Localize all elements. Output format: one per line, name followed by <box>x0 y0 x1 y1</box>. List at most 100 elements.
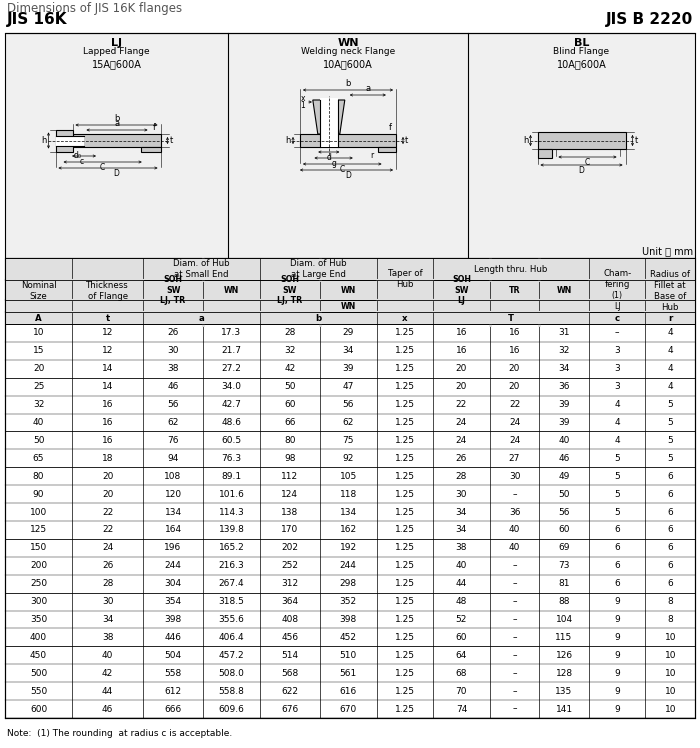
Text: 568: 568 <box>281 669 298 678</box>
Text: 355.6: 355.6 <box>218 615 244 624</box>
Text: 120: 120 <box>164 490 181 499</box>
Text: 9: 9 <box>615 633 620 642</box>
Text: 18: 18 <box>102 454 113 463</box>
Text: 5: 5 <box>667 454 673 463</box>
Text: 124: 124 <box>281 490 298 499</box>
Text: 50: 50 <box>284 382 295 391</box>
Text: d: d <box>326 153 331 162</box>
Text: 38: 38 <box>167 364 178 373</box>
Text: 508.0: 508.0 <box>218 669 244 678</box>
Text: 4: 4 <box>615 436 620 445</box>
Text: b: b <box>114 114 119 123</box>
Text: 76: 76 <box>167 436 178 445</box>
Text: 300: 300 <box>30 597 47 606</box>
Text: 16: 16 <box>102 418 113 427</box>
Text: 118: 118 <box>340 490 357 499</box>
Text: 42: 42 <box>102 669 113 678</box>
Text: 457.2: 457.2 <box>218 651 244 660</box>
Text: 40: 40 <box>102 651 113 660</box>
Text: 1.25: 1.25 <box>395 525 415 535</box>
Text: 1.25: 1.25 <box>395 597 415 606</box>
Text: 20: 20 <box>509 382 520 391</box>
Text: 24: 24 <box>102 543 113 552</box>
Text: 192: 192 <box>340 543 357 552</box>
Text: –: – <box>512 615 517 624</box>
Text: 1.25: 1.25 <box>395 328 415 337</box>
Text: 44: 44 <box>456 579 467 588</box>
Text: 670: 670 <box>340 705 357 714</box>
Text: 48: 48 <box>456 597 467 606</box>
Text: 1.25: 1.25 <box>395 669 415 678</box>
Text: 10: 10 <box>664 669 676 678</box>
Text: 56: 56 <box>342 400 354 409</box>
Text: 22: 22 <box>102 525 113 535</box>
Text: (1): (1) <box>612 290 623 299</box>
Text: T: T <box>508 313 514 322</box>
Text: 30: 30 <box>509 472 520 481</box>
Text: 514: 514 <box>281 651 298 660</box>
Text: 34: 34 <box>456 525 467 535</box>
Bar <box>55 129 73 152</box>
Text: 36: 36 <box>509 508 520 517</box>
Text: Nominal
Size: Nominal Size <box>21 281 57 301</box>
Text: 28: 28 <box>284 328 295 337</box>
Text: 30: 30 <box>102 597 113 606</box>
Text: 24: 24 <box>456 418 467 427</box>
Text: 1.25: 1.25 <box>395 472 415 481</box>
Text: 70: 70 <box>456 687 467 696</box>
Text: h: h <box>286 136 291 145</box>
Bar <box>55 135 83 146</box>
Text: 46: 46 <box>102 705 113 714</box>
Text: 60: 60 <box>456 633 467 642</box>
Text: 400: 400 <box>30 633 47 642</box>
Text: Radius of
Fillet at
Base of
Hub: Radius of Fillet at Base of Hub <box>650 270 690 312</box>
Text: 34: 34 <box>102 615 113 624</box>
Text: d₀: d₀ <box>74 151 82 160</box>
Text: r: r <box>370 151 374 160</box>
Text: 6: 6 <box>615 543 620 552</box>
Text: 69: 69 <box>559 543 570 552</box>
Text: –: – <box>512 705 517 714</box>
Text: 267.4: 267.4 <box>218 579 244 588</box>
Text: g: g <box>331 159 336 168</box>
Bar <box>73 134 160 147</box>
Text: Dimensions of JIS 16K flanges: Dimensions of JIS 16K flanges <box>7 1 182 14</box>
Text: 135: 135 <box>556 687 573 696</box>
Text: 20: 20 <box>102 490 113 499</box>
Text: 676: 676 <box>281 705 298 714</box>
Bar <box>5 258 695 324</box>
Text: 1.25: 1.25 <box>395 346 415 355</box>
Text: 42.7: 42.7 <box>221 400 241 409</box>
Text: 318.5: 318.5 <box>218 597 244 606</box>
Text: 4: 4 <box>667 346 673 355</box>
Text: 510: 510 <box>340 651 357 660</box>
Text: 165.2: 165.2 <box>218 543 244 552</box>
Text: 17.3: 17.3 <box>221 328 241 337</box>
Text: 354: 354 <box>164 597 181 606</box>
Text: 616: 616 <box>340 687 357 696</box>
Text: x: x <box>402 313 407 322</box>
Text: 101.6: 101.6 <box>218 490 244 499</box>
Text: r: r <box>668 313 673 322</box>
Text: 456: 456 <box>281 633 298 642</box>
Text: Lapped Flange: Lapped Flange <box>83 47 150 56</box>
Text: 1.25: 1.25 <box>395 508 415 517</box>
Text: 1.25: 1.25 <box>395 705 415 714</box>
Text: 6: 6 <box>667 508 673 517</box>
Text: 10: 10 <box>664 651 676 660</box>
Text: 5: 5 <box>615 454 620 463</box>
Text: 40: 40 <box>509 525 520 535</box>
Text: 16: 16 <box>102 400 113 409</box>
Text: 42: 42 <box>284 364 295 373</box>
Text: 22: 22 <box>509 400 520 409</box>
Text: 244: 244 <box>340 561 357 570</box>
Text: 50: 50 <box>33 436 44 445</box>
Text: 452: 452 <box>340 633 357 642</box>
Text: 36: 36 <box>559 382 570 391</box>
Bar <box>5 33 695 258</box>
Text: 14: 14 <box>102 382 113 391</box>
Text: C: C <box>340 165 345 174</box>
Text: 94: 94 <box>167 454 178 463</box>
Text: b: b <box>345 79 351 88</box>
Text: 10: 10 <box>664 687 676 696</box>
